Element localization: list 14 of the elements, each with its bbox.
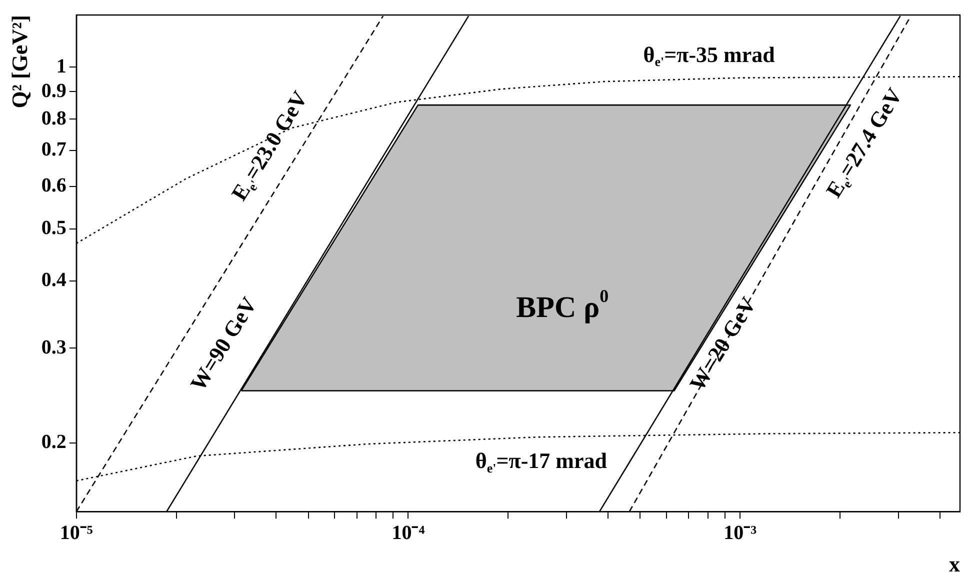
y-tick-label: 0.2 [41, 431, 66, 454]
y-tick-label: 0.4 [41, 269, 66, 292]
x-tick-label: 10⁻⁵ [60, 522, 93, 544]
y-tick-label: 0.6 [41, 174, 66, 197]
y-tick-label: 0.5 [41, 217, 66, 240]
y-tick-label: 0.8 [41, 107, 66, 130]
y-tick-label: 0.7 [41, 138, 66, 161]
x-tick-label: 10⁻³ [724, 522, 757, 544]
y-tick-label: 0.9 [41, 80, 66, 102]
x-axis-title: x [949, 551, 960, 576]
y-tick-label: 0.3 [41, 336, 66, 358]
y-tick-label: 1 [56, 55, 66, 78]
y-axis-title: Q² [GeV²] [6, 15, 32, 108]
x-tick-label: 10⁻⁴ [392, 522, 425, 544]
